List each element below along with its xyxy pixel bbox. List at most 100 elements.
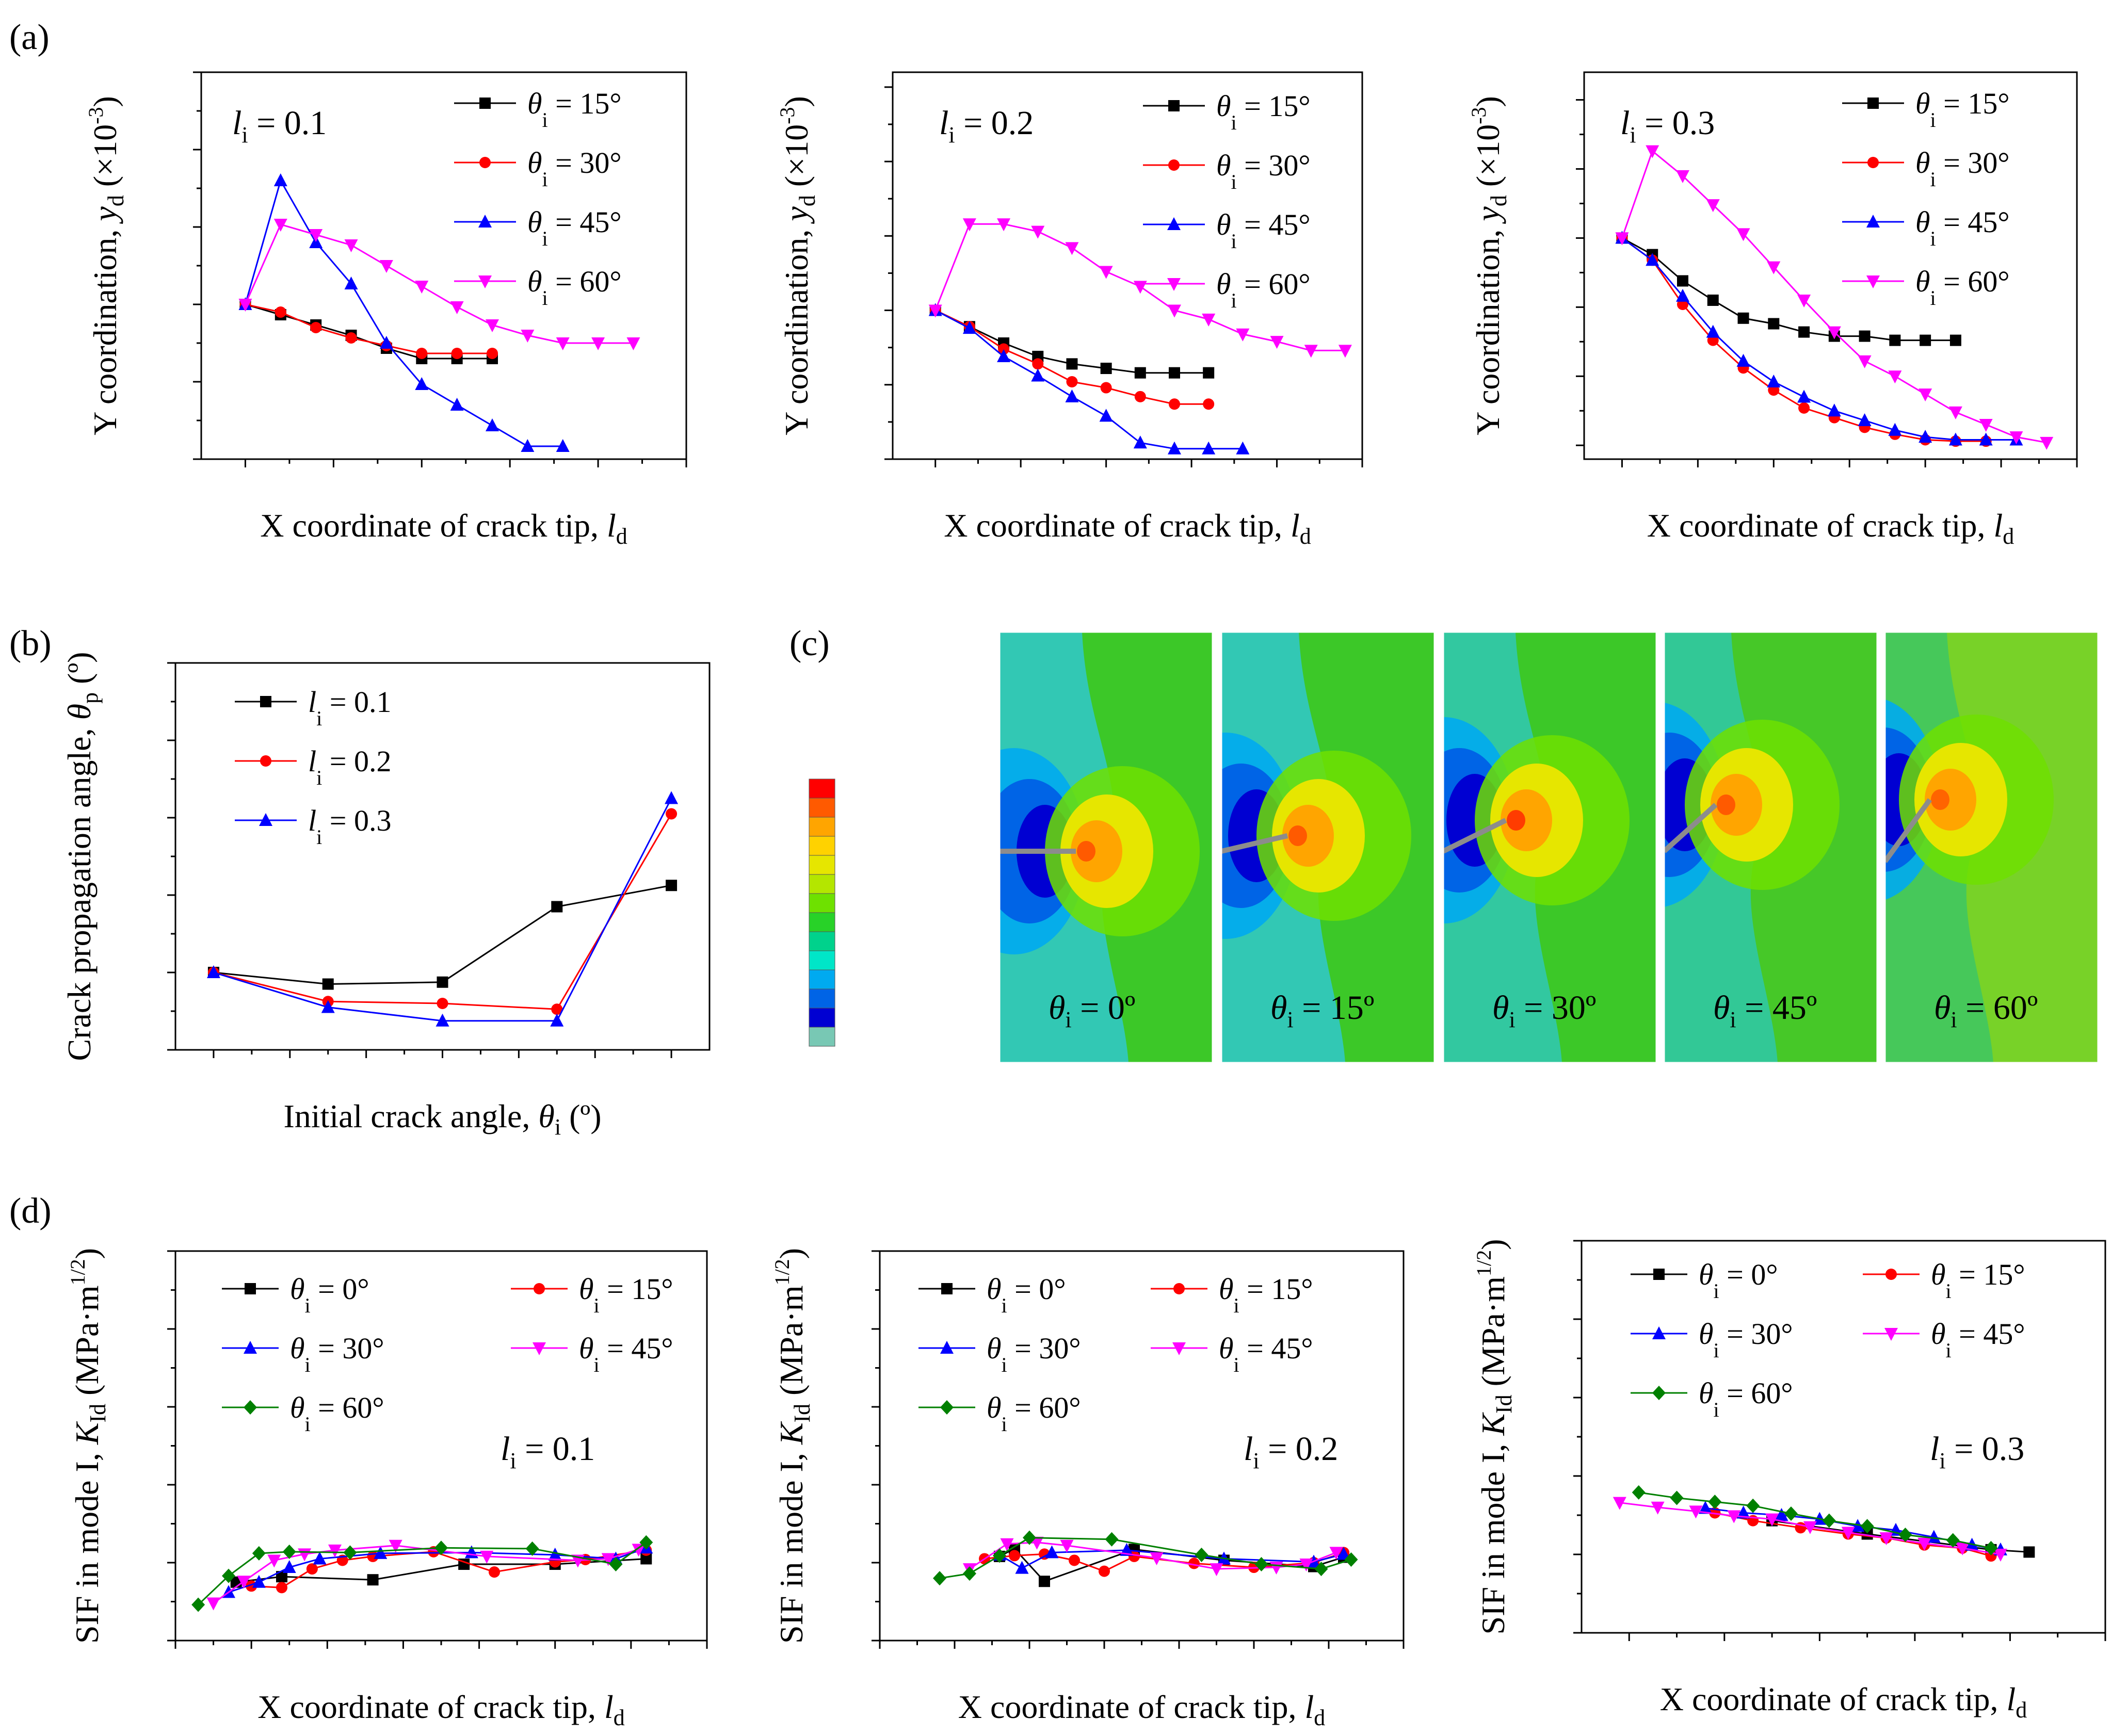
data-point — [609, 1557, 623, 1572]
data-point — [1994, 1549, 2007, 1562]
contour-lobe-orange — [1711, 774, 1762, 836]
data-point — [1133, 281, 1147, 294]
legend-text: = 45° — [1952, 1317, 2025, 1351]
legend-marker — [940, 1400, 954, 1415]
data-point — [1736, 353, 1750, 367]
x-axis-label-sub: d — [2016, 1697, 2027, 1723]
data-point — [1979, 419, 1993, 432]
data-point — [548, 1547, 562, 1561]
legend-marker — [1866, 275, 1880, 288]
legend-text: = 0.1 — [322, 685, 391, 719]
data-point — [1105, 1532, 1119, 1547]
data-point — [1888, 370, 1902, 384]
data-point — [521, 330, 535, 343]
legend-label: θi = 0° — [290, 1272, 369, 1317]
legend-text: = 0° — [1007, 1272, 1066, 1306]
data-point — [434, 1540, 448, 1555]
legend-marker — [1867, 157, 1879, 168]
legend-marker — [1168, 159, 1180, 171]
y-axis-label: Crack propagation angle, θp (º) — [61, 652, 103, 1061]
contour-color-swatch — [809, 874, 835, 894]
data-point — [1670, 1490, 1684, 1505]
plot-frame — [1583, 71, 2078, 460]
data-point — [1202, 441, 1216, 455]
contour-panel-label: θi = 60º — [1934, 989, 2038, 1032]
legend-sub: i — [594, 1294, 600, 1317]
legend-text: = 45° — [1936, 205, 2010, 239]
contour-label-text: = 60º — [1957, 989, 2038, 1027]
data-point — [238, 299, 252, 312]
data-point — [963, 1566, 976, 1581]
legend-var: θ — [1915, 265, 1930, 298]
data-point — [1706, 199, 1720, 213]
data-point — [1270, 336, 1284, 349]
data-point — [1651, 1501, 1665, 1515]
y-axis-label: SIF in mode I, KId (MPa·m1/2) — [66, 1248, 110, 1644]
data-point — [1767, 375, 1781, 387]
data-point — [1069, 1554, 1080, 1566]
x-axis-label: X coordinate of crack tip, ld — [1647, 507, 2014, 549]
data-point — [1707, 294, 1719, 306]
legend-var: θ — [987, 1332, 1002, 1365]
data-point — [1708, 1495, 1722, 1510]
legend-marker — [259, 813, 272, 826]
legend-text: = 15° — [548, 87, 622, 120]
x-axis-label: X coordinate of crack tip, ld — [257, 1689, 625, 1730]
legend-sub: i — [305, 1353, 311, 1376]
data-point — [639, 1535, 653, 1550]
data-point — [1765, 1513, 1779, 1527]
data-point — [1676, 288, 1689, 302]
contour-color-swatch — [809, 931, 835, 951]
data-point — [1676, 170, 1689, 183]
crack-path — [1664, 803, 1718, 853]
legend-text: = 60° — [1007, 1391, 1081, 1424]
data-point — [1798, 326, 1810, 338]
legend-sub: i — [1714, 1279, 1719, 1303]
legend-text: = 45° — [548, 205, 622, 239]
legend-text: = 15° — [1936, 87, 2010, 120]
legend-var: θ — [1931, 1258, 1946, 1291]
data-point — [1646, 145, 1659, 158]
series-a3-3 — [1615, 145, 2054, 450]
plot-frame — [892, 71, 1363, 460]
x-axis-label-var: l — [604, 1689, 614, 1725]
chart-a2-yd-li-0.2: X coordinate of crack tip, ldY coordinat… — [776, 71, 1363, 549]
contour-panel-label: θi = 30º — [1492, 989, 1596, 1032]
legend-label: θi = 45° — [1915, 205, 2010, 250]
contour-panel-frame — [998, 631, 1214, 1064]
annotation-text: = 0.1 — [517, 1430, 595, 1468]
legend-sub: i — [1002, 1294, 1007, 1317]
y-axis-label: SIF in mode I, KId (MPa·m1/2) — [1472, 1239, 1517, 1635]
data-point — [191, 1597, 205, 1612]
legend-marker — [1653, 1269, 1665, 1280]
contour-color-swatch — [809, 950, 835, 970]
data-point — [521, 439, 535, 452]
data-point — [591, 337, 605, 350]
y-axis-label-exponent: -3 — [776, 107, 799, 124]
data-point — [1798, 402, 1810, 414]
legend-text: = 0.2 — [322, 744, 391, 778]
legend-label: θi = 45° — [579, 1332, 673, 1376]
data-point — [1100, 363, 1112, 375]
legend-var: θ — [579, 1272, 594, 1306]
y-axis-label-text: Y coordination, — [87, 221, 123, 435]
annotation-sub: i — [1630, 122, 1636, 148]
data-point — [313, 1551, 327, 1565]
legend-label: θi = 15° — [1931, 1258, 2025, 1303]
contour-panel-1: θi = 15º — [1220, 631, 1436, 1064]
legend-var: θ — [290, 1332, 305, 1365]
data-point — [206, 1597, 220, 1611]
x-axis-label-text: X coordinate of crack tip, — [1647, 507, 1994, 544]
x-axis-label-sub: d — [2003, 524, 2014, 549]
legend-text: = 30° — [311, 1332, 384, 1365]
contour-panel-4: θi = 60º — [1884, 631, 2099, 1064]
data-point — [632, 1544, 646, 1557]
legend-var: θ — [1915, 146, 1930, 180]
data-point — [389, 1539, 402, 1553]
legend-sub: i — [1234, 1294, 1239, 1317]
contour-field — [999, 632, 1213, 1063]
contour-lobe-orange — [1501, 789, 1552, 851]
legend-label: θi = 45° — [1216, 208, 1311, 253]
legend-var: θ — [1915, 87, 1930, 120]
legend-text: = 0.3 — [322, 804, 391, 837]
